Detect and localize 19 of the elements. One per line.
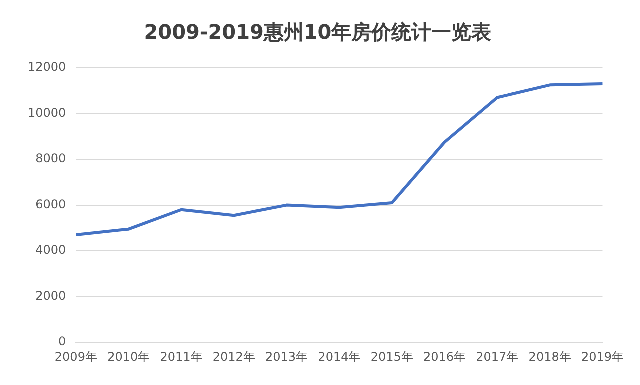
y-tick-label: 10000 xyxy=(28,106,66,120)
x-tick-label: 2015年 xyxy=(370,350,414,364)
y-tick-label: 0 xyxy=(58,334,66,349)
x-tick-label: 2018年 xyxy=(528,350,572,364)
x-tick-label: 2010年 xyxy=(108,350,150,364)
x-tick-label: 2012年 xyxy=(212,350,256,364)
y-tick-label: 4000 xyxy=(36,243,66,258)
y-tick-label: 12000 xyxy=(28,60,66,74)
y-tick-label: 6000 xyxy=(36,197,66,212)
y-tick-label: 2000 xyxy=(36,288,66,303)
x-tick-label: 2014年 xyxy=(318,350,361,364)
chart-title: 2009-2019惠州10年房价统计一览表 xyxy=(144,20,492,44)
y-tick-label: 8000 xyxy=(36,152,66,166)
x-tick-label: 2011年 xyxy=(160,350,203,364)
x-tick-label: 2009年 xyxy=(54,350,98,364)
x-tick-label: 2017年 xyxy=(476,350,519,364)
x-tick-label: 2019年 xyxy=(581,350,624,364)
x-tick-label: 2013年 xyxy=(266,350,308,364)
x-tick-label: 2016年 xyxy=(423,350,466,364)
